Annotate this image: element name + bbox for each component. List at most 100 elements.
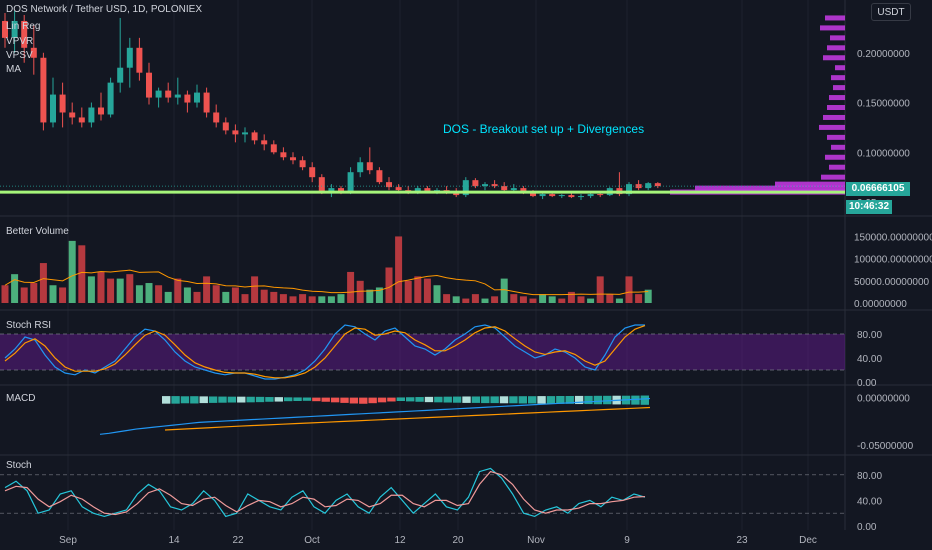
profile-bar	[827, 105, 845, 111]
candle-body	[626, 184, 632, 195]
volume-bars	[1, 236, 652, 303]
volume-bar	[59, 287, 67, 303]
volume-bar	[87, 276, 95, 303]
currency-button[interactable]: USDT	[871, 3, 911, 21]
macd-histogram-bar	[255, 396, 265, 403]
candle-body	[136, 47, 143, 73]
volume-bar	[558, 298, 566, 303]
macd-histogram-bar	[359, 397, 368, 404]
volume-bar	[491, 296, 499, 303]
macd-histogram-bar	[377, 397, 387, 403]
macd-histogram-bar	[424, 396, 434, 403]
volume-bar	[529, 298, 537, 303]
volume-bar	[635, 294, 643, 303]
candle-body	[117, 67, 124, 83]
candle-body	[568, 195, 575, 198]
volume-bar	[107, 278, 115, 303]
indicator-lin-reg[interactable]: Lin Reg	[6, 21, 41, 32]
macd-histogram-bar	[574, 395, 584, 405]
oscillator-axis-tick: 40.00	[857, 496, 882, 507]
x-axis-tick: Oct	[304, 535, 320, 546]
macd-histogram-bar	[180, 396, 190, 404]
candle-body	[597, 194, 604, 196]
macd-histogram-bar	[199, 396, 208, 404]
candle-body	[539, 194, 546, 197]
volume-panel-title[interactable]: Better Volume	[6, 226, 69, 237]
volume-bar	[279, 294, 287, 303]
oscillator-line	[4, 324, 645, 380]
countdown-badge: 10:46:32	[846, 200, 892, 214]
indicator-vpsv[interactable]: VPSV	[6, 50, 33, 61]
macd-histogram-bar	[162, 396, 171, 404]
volume-bar	[347, 271, 355, 303]
candle-body	[520, 188, 527, 193]
oscillator-line	[4, 467, 646, 518]
profile-bar	[820, 25, 845, 31]
candle-body	[203, 92, 210, 113]
candle-body	[587, 194, 594, 197]
oscillator-line	[4, 325, 646, 379]
candle-body	[232, 130, 239, 135]
macd-histogram-bar	[387, 397, 396, 402]
x-axis-tick: 9	[624, 535, 630, 546]
volume-bar	[11, 274, 19, 303]
macd-panel-title[interactable]: MACD	[6, 393, 36, 404]
volume-bar	[231, 287, 239, 303]
candle-body	[290, 157, 296, 161]
indicator-ma[interactable]: MA	[6, 64, 21, 75]
macd-histogram-bar	[312, 397, 321, 402]
volume-bar	[241, 294, 249, 303]
macd-histogram-bar	[340, 397, 349, 403]
candle-body	[578, 196, 584, 198]
stoch-rsi-panel-title[interactable]: Stoch RSI	[6, 320, 52, 331]
macd-line	[99, 397, 651, 435]
macd-histogram-bar	[284, 397, 293, 402]
macd-histogram-bar	[565, 396, 574, 404]
profile-bar	[695, 185, 845, 191]
candle-body	[299, 160, 306, 168]
candle-body	[338, 188, 344, 193]
volume-bar	[539, 294, 547, 303]
volume-bar	[270, 291, 278, 303]
candle-body	[347, 172, 354, 193]
volume-bar	[577, 296, 585, 303]
candle-body	[222, 122, 229, 131]
profile-bar	[829, 164, 845, 170]
macd-histogram-bar	[293, 397, 302, 401]
candle-body	[194, 92, 200, 103]
macd-signal-line	[164, 406, 651, 431]
candle-body	[395, 187, 402, 191]
candle-body	[270, 144, 277, 153]
oscillator-band	[0, 334, 845, 370]
macd-axis-tick: 0.00000000	[857, 394, 910, 405]
profile-bar	[827, 134, 845, 140]
macd-histogram-bar	[190, 396, 199, 404]
macd-histogram-bar	[452, 396, 462, 403]
macd-histogram-bar	[584, 395, 593, 405]
macd-histogram-bar	[406, 397, 415, 402]
macd-histogram-bar	[603, 395, 612, 405]
volume-bar	[78, 245, 86, 303]
volume-bar	[615, 298, 623, 303]
macd-histogram-bar	[330, 397, 340, 403]
candle-body	[146, 72, 152, 98]
price-axis-tick: 0.20000000	[857, 49, 910, 60]
macd-histogram-bar	[593, 395, 603, 405]
candle-body	[261, 140, 268, 145]
candle-body	[126, 47, 133, 68]
macd-histogram-bar	[218, 396, 227, 403]
volume-bar	[39, 263, 47, 303]
candle-body	[549, 194, 556, 197]
profile-bar	[835, 65, 845, 71]
macd-histogram-bar	[208, 396, 218, 403]
candle-body	[309, 167, 316, 178]
volume-bar	[606, 294, 614, 303]
x-axis-tick: 12	[394, 535, 406, 546]
volume-bar	[567, 291, 575, 303]
stoch-panel-title[interactable]: Stoch	[6, 460, 32, 471]
candle-body	[414, 188, 421, 193]
candle-body	[69, 112, 76, 118]
volume-bar	[299, 294, 307, 303]
indicator-vpvr[interactable]: VPVR	[6, 36, 34, 47]
